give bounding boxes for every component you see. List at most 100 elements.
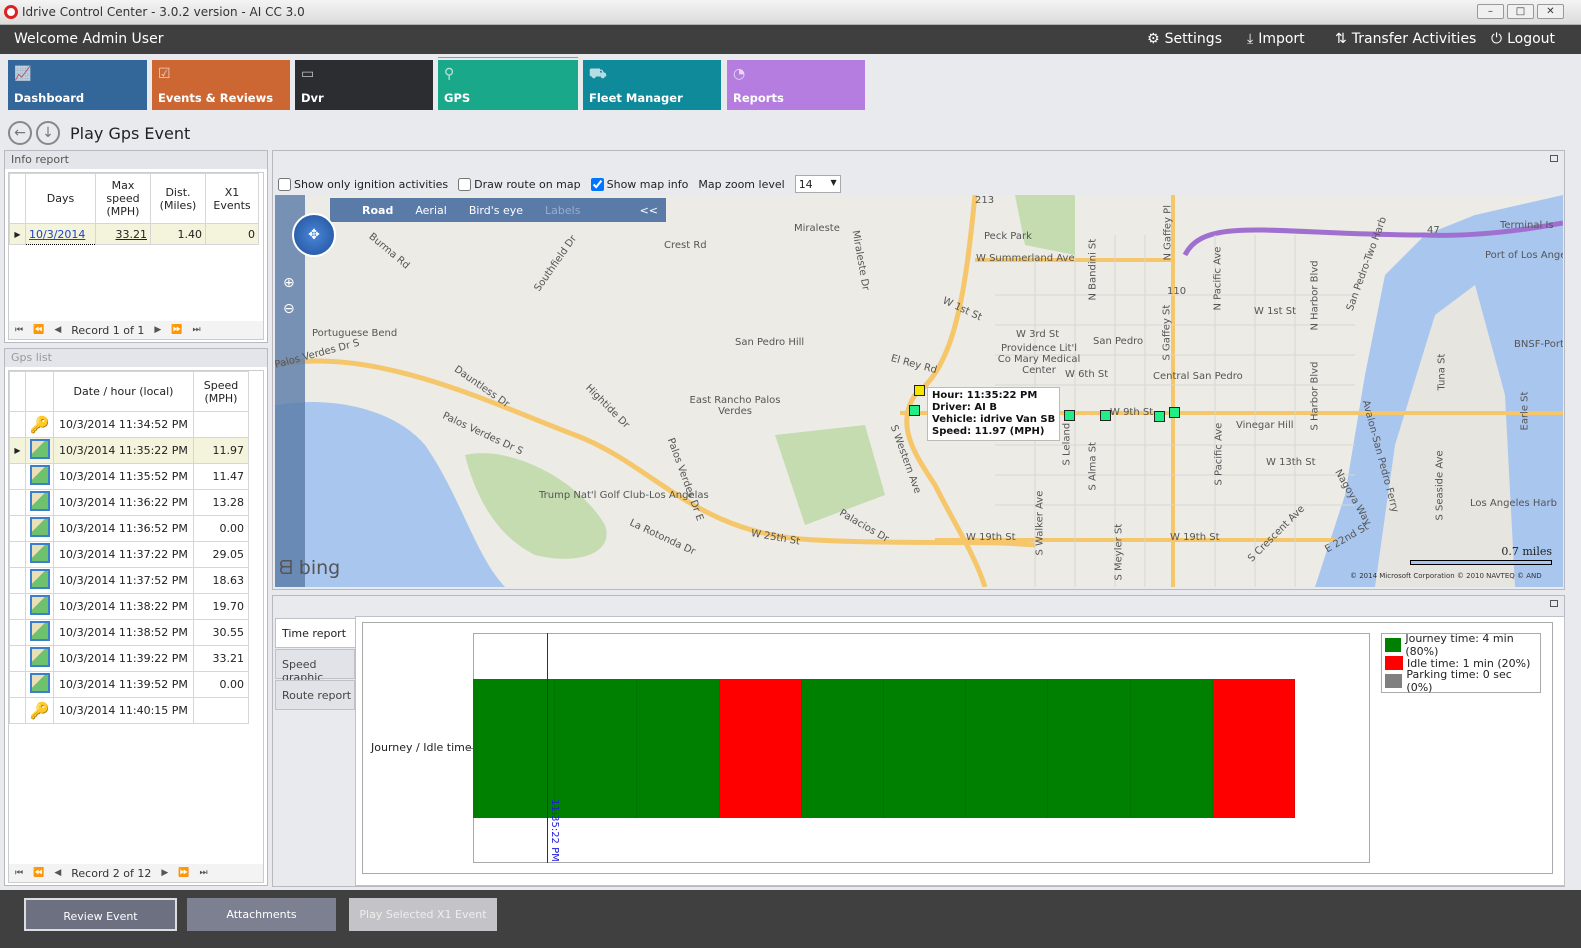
table-row[interactable]: 🔑 10/3/2014 11:40:15 PM: [9, 697, 249, 724]
max-speed-cell[interactable]: 33.21: [95, 223, 151, 245]
title-bar: Idrive Control Center - 3.0.2 version - …: [0, 0, 1581, 25]
table-row[interactable]: 10/3/2014 11:36:22 PM 13.28: [9, 489, 249, 516]
mode-birds-eye[interactable]: Bird's eye: [468, 203, 524, 217]
maximize-button[interactable]: □: [1507, 4, 1534, 19]
mode-labels[interactable]: Labels: [545, 203, 581, 217]
prev-record-icon[interactable]: ◀: [54, 325, 62, 335]
map-label: W 1st St: [1254, 306, 1297, 317]
show-map-info-input[interactable]: [590, 177, 604, 191]
draw-route-input[interactable]: [458, 177, 472, 191]
down-button[interactable]: ↓: [36, 121, 60, 145]
table-row[interactable]: 10/3/2014 11:39:52 PM 0.00: [9, 671, 249, 698]
table-row[interactable]: ▶ 10/3/2014 11:35:22 PM 11.97: [9, 437, 249, 464]
maximize-panel-icon[interactable]: [1550, 600, 1558, 607]
gps-marker[interactable]: [1154, 411, 1165, 422]
mode-aerial[interactable]: Aerial: [415, 203, 447, 217]
table-row[interactable]: 10/3/2014 11:37:22 PM 29.05: [9, 541, 249, 568]
map-label: W Summerland Ave: [976, 253, 1075, 264]
mode-road[interactable]: Road: [362, 203, 394, 217]
row-indicator-icon: [9, 697, 26, 724]
play-selected-x1-button[interactable]: Play Selected X1 Event: [349, 898, 497, 931]
table-row[interactable]: 10/3/2014 11:37:52 PM 18.63: [9, 567, 249, 594]
table-row[interactable]: 🔑 10/3/2014 11:34:52 PM: [9, 411, 249, 438]
nav-tile-dvr[interactable]: ▭ Dvr: [295, 60, 433, 110]
gps-time: 10/3/2014 11:37:22 PM: [53, 541, 194, 568]
road-western: [904, 195, 988, 587]
review-event-button[interactable]: Review Event: [24, 898, 177, 931]
table-row[interactable]: 10/3/2014 11:38:52 PM 30.55: [9, 619, 249, 646]
gps-point-icon: [25, 593, 54, 620]
row-indicator-icon: [9, 489, 26, 516]
nav-tile-events-reviews[interactable]: ☑ Events & Reviews: [152, 60, 290, 110]
attachments-button[interactable]: Attachments: [187, 898, 336, 931]
legend-label: Journey time: 4 min (80%): [1405, 632, 1514, 658]
last-record-icon[interactable]: ⏭: [192, 325, 201, 335]
col-x1-events[interactable]: X1 Events: [205, 173, 259, 224]
day-link[interactable]: 10/3/2014: [29, 227, 86, 241]
ignition-only-checkbox[interactable]: Show only ignition activities: [278, 177, 448, 191]
transfer-activities-button[interactable]: ⇅ Transfer Activities: [1335, 31, 1476, 47]
logout-button[interactable]: ⏻ Logout: [1491, 31, 1555, 47]
zoom-level-select[interactable]: 14 ▼: [794, 175, 841, 193]
nav-tile-fleet-manager[interactable]: ⛟ Fleet Manager: [583, 60, 721, 110]
table-row[interactable]: 10/3/2014 11:35:52 PM 11.47: [9, 463, 249, 490]
next-record-icon[interactable]: ▶: [154, 325, 162, 335]
col-days[interactable]: Days: [25, 173, 96, 224]
back-button[interactable]: ←: [8, 121, 32, 145]
gps-time: 10/3/2014 11:36:52 PM: [53, 515, 194, 542]
prev-page-icon[interactable]: ⏪: [33, 868, 45, 878]
col-date-hour[interactable]: Date / hour (local): [53, 371, 194, 412]
prev-record-icon[interactable]: ◀: [54, 868, 62, 878]
tab-time-report[interactable]: Time report: [275, 618, 355, 648]
col-speed[interactable]: Speed (MPH): [193, 371, 249, 412]
table-row[interactable]: 10/3/2014 11:38:22 PM 19.70: [9, 593, 249, 620]
map-label: W 3rd St: [1016, 329, 1060, 340]
pan-control[interactable]: ✥: [292, 213, 336, 257]
collapse-button[interactable]: <<: [639, 203, 658, 217]
zoom-out-icon[interactable]: ⊖: [283, 301, 295, 317]
col-max-speed[interactable]: Max speed (MPH): [95, 173, 151, 224]
last-record-icon[interactable]: ⏭: [199, 868, 208, 878]
gps-point-icon: [25, 645, 54, 672]
table-row[interactable]: ▶ 10/3/2014 33.21 1.40 0: [9, 223, 259, 245]
tab-route-report[interactable]: Route report: [275, 680, 355, 710]
gps-marker[interactable]: [1064, 410, 1075, 421]
map-mode-bar: Road Aerial Bird's eye Labels <<: [330, 198, 666, 222]
gps-marker[interactable]: [1100, 410, 1111, 421]
row-indicator-icon: [9, 645, 26, 672]
tooltip-speed: Speed: 11.97 (MPH): [932, 426, 1045, 437]
maximize-panel-icon[interactable]: [1550, 155, 1558, 162]
table-row[interactable]: 10/3/2014 11:36:52 PM 0.00: [9, 515, 249, 542]
next-record-icon[interactable]: ▶: [161, 868, 169, 878]
show-map-info-checkbox[interactable]: Show map info: [590, 177, 688, 191]
first-record-icon[interactable]: ⏮: [15, 325, 24, 335]
zoom-in-icon[interactable]: ⊕: [283, 275, 295, 291]
gps-point-icon: [25, 567, 54, 594]
import-button[interactable]: ⤓ Import: [1247, 31, 1305, 47]
next-page-icon[interactable]: ⏩: [178, 868, 190, 878]
map-view[interactable]: Road Aerial Bird's eye Labels << ✥ ⊕ ⊖ M…: [275, 195, 1563, 587]
draw-route-checkbox[interactable]: Draw route on map: [458, 177, 581, 191]
nav-tile-reports[interactable]: ◔ Reports: [727, 60, 865, 110]
settings-button[interactable]: ⚙ Settings: [1147, 31, 1222, 47]
first-record-icon[interactable]: ⏮: [15, 868, 24, 878]
minimize-button[interactable]: –: [1477, 4, 1504, 19]
nav-tile-dashboard[interactable]: 📈 Dashboard: [8, 60, 147, 110]
gps-marker[interactable]: [909, 405, 920, 416]
close-button[interactable]: ✕: [1537, 4, 1564, 19]
legend-swatch: [1385, 638, 1402, 652]
next-page-icon[interactable]: ⏩: [171, 325, 183, 335]
zoom-level-label: Map zoom level: [698, 177, 785, 191]
gps-marker[interactable]: [1169, 407, 1180, 418]
col-dist[interactable]: Dist. (Miles): [150, 173, 206, 224]
prev-page-icon[interactable]: ⏪: [33, 325, 45, 335]
ignition-only-input[interactable]: [278, 177, 291, 191]
table-row[interactable]: 10/3/2014 11:39:22 PM 33.21: [9, 645, 249, 672]
selected-gps-marker[interactable]: [914, 385, 925, 396]
key-glyph: 🔑: [29, 415, 50, 434]
nav-tile-gps[interactable]: ⚲ GPS: [438, 60, 578, 110]
time-cursor-line[interactable]: [547, 633, 548, 863]
tab-speed-graphic[interactable]: Speed graphic: [275, 649, 355, 684]
map-label: N Pacific Ave: [1212, 246, 1224, 311]
time-report-chart: Journey / Idle time 11:35:22 PM Journey …: [362, 622, 1553, 874]
